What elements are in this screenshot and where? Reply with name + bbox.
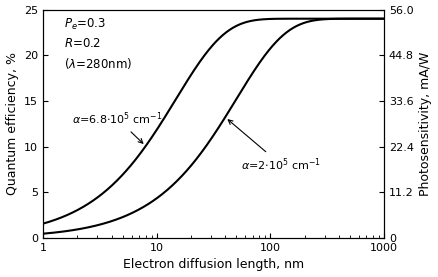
Y-axis label: Quantum efficiency, %: Quantum efficiency, %	[6, 52, 18, 195]
X-axis label: Electron diffusion length, nm: Electron diffusion length, nm	[123, 258, 304, 271]
Text: $P_e$=0.3
$R$=0.2
($\lambda$=280nm): $P_e$=0.3 $R$=0.2 ($\lambda$=280nm)	[64, 16, 132, 71]
Y-axis label: Photosensitivity, mA/W: Photosensitivity, mA/W	[420, 52, 432, 196]
Text: $\alpha$=6.8$\cdot$10$^5$ cm$^{-1}$: $\alpha$=6.8$\cdot$10$^5$ cm$^{-1}$	[72, 111, 162, 143]
Text: $\alpha$=2$\cdot$10$^5$ cm$^{-1}$: $\alpha$=2$\cdot$10$^5$ cm$^{-1}$	[228, 120, 321, 173]
